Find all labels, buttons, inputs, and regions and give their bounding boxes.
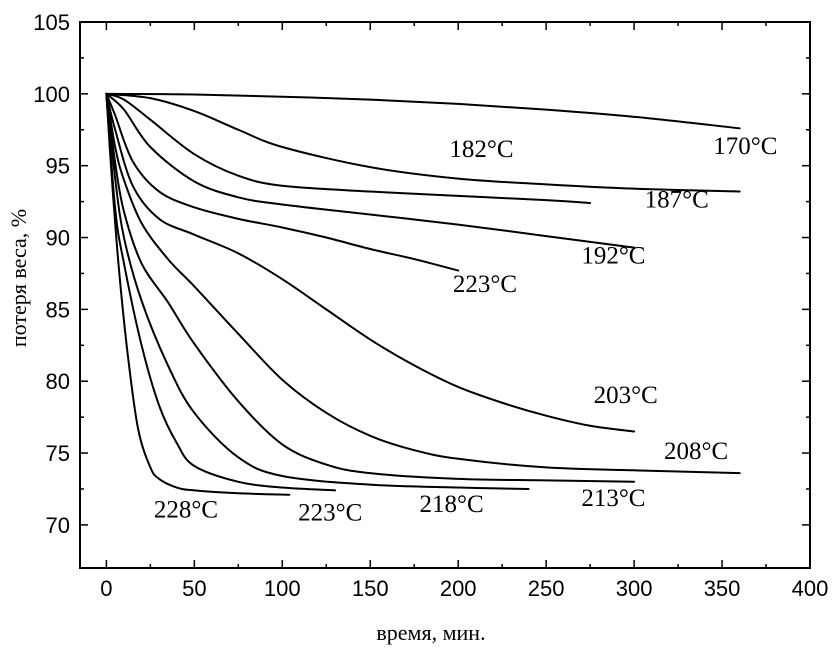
- series-label-2: 182°C: [449, 136, 513, 163]
- series-label-3: 187°C: [645, 186, 709, 213]
- series-label-8: 213°C: [581, 485, 645, 512]
- x-tick-label: 0: [100, 576, 112, 601]
- x-tick-label: 300: [616, 576, 653, 601]
- series-label-11: 228°C: [154, 497, 218, 524]
- plot-area-border: [79, 21, 811, 569]
- series-line-10: [105, 92, 337, 492]
- series-line-2: [105, 92, 741, 193]
- plot-frame: [79, 21, 811, 569]
- series-label-4: 192°C: [581, 242, 645, 269]
- x-tick-label: 350: [704, 576, 741, 601]
- x-tick-label: 200: [440, 576, 477, 601]
- y-tick-label: 80: [46, 369, 70, 394]
- y-tick-label: 100: [33, 82, 70, 107]
- x-tick-label: 50: [182, 576, 206, 601]
- series-label-7: 208°C: [664, 438, 728, 465]
- x-tick-label: 250: [528, 576, 565, 601]
- y-axis-title: потеря веса, %: [6, 209, 31, 347]
- y-tick-label: 75: [46, 441, 70, 466]
- series-line-7: [105, 92, 741, 475]
- y-tick-label: 85: [46, 297, 70, 322]
- series-line-8: [105, 92, 636, 483]
- x-tick-label: 150: [352, 576, 389, 601]
- series-label-10: 223°C: [298, 500, 362, 527]
- series-label-5: 223°C: [453, 271, 517, 298]
- y-tick-label: 105: [33, 10, 70, 35]
- series-lines: [105, 92, 741, 496]
- series-line-4: [105, 92, 636, 249]
- series-line-1: [105, 92, 741, 130]
- y-tick-label: 95: [46, 154, 70, 179]
- series-label-1: 170°C: [713, 133, 777, 160]
- series-line-3: [105, 92, 592, 205]
- series-line-6: [105, 92, 636, 433]
- x-tick-label: 100: [264, 576, 301, 601]
- series-label-6: 203°C: [594, 382, 658, 409]
- series-line-11: [105, 92, 291, 496]
- series-label-9: 218°C: [419, 491, 483, 518]
- x-axis-title: время, мин.: [376, 620, 485, 645]
- y-tick-label: 90: [46, 226, 70, 251]
- x-tick-label: 400: [792, 576, 829, 601]
- series-line-9: [105, 92, 530, 490]
- series-line-5: [105, 92, 460, 272]
- y-tick-label: 70: [46, 513, 70, 538]
- series-labels: 170°C 182°C 187°C 192°C 223°C 203°C 208°C 213°C…: [154, 133, 778, 526]
- axis-ticks: 0 50 100 150 200 250 300 350 400 70 75 80 85 90 95 100 1…: [33, 10, 828, 601]
